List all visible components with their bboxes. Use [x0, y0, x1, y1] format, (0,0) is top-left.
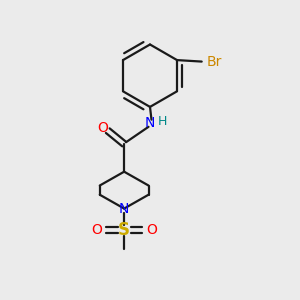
Text: S: S	[118, 221, 130, 239]
Text: N: N	[119, 202, 129, 216]
Text: N: N	[145, 116, 155, 130]
Text: O: O	[97, 121, 108, 135]
Text: H: H	[158, 115, 167, 128]
Text: O: O	[146, 223, 157, 237]
Text: Br: Br	[207, 55, 222, 69]
Text: O: O	[92, 223, 102, 237]
